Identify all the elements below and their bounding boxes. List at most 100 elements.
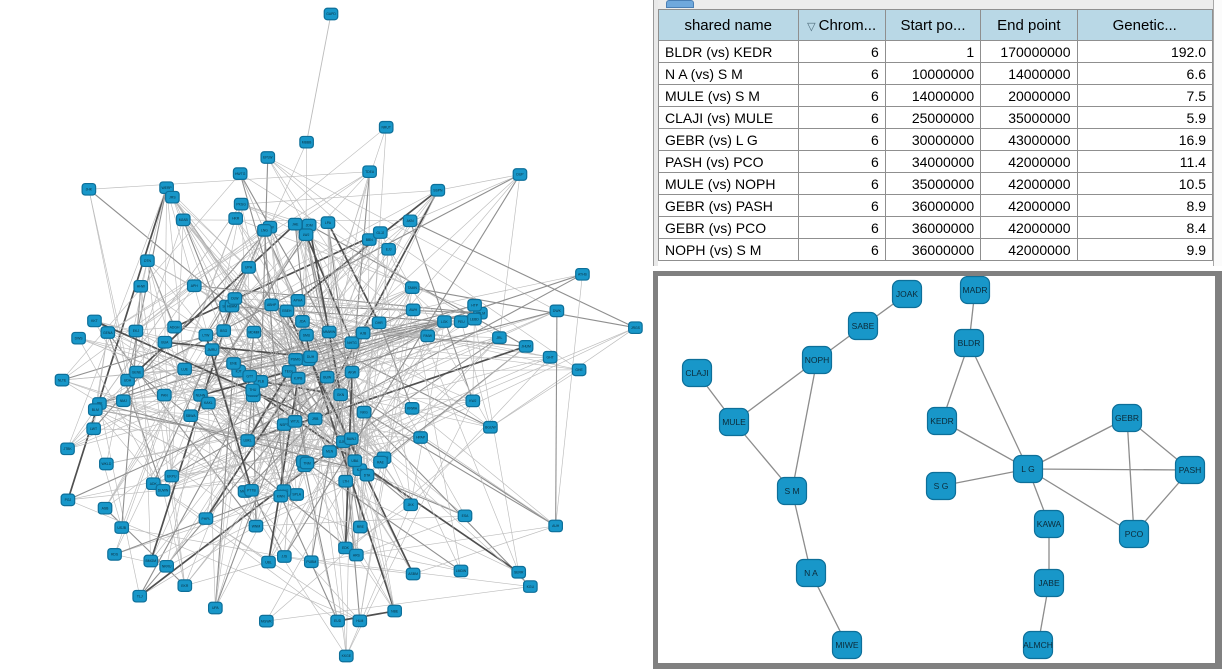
network-node[interactable]: PTTB <box>244 483 259 497</box>
network-node-s-g[interactable]: S G <box>925 471 957 501</box>
column-header-start-po-[interactable]: Start po... <box>884 9 982 41</box>
network-edge[interactable] <box>308 239 370 360</box>
network-edge[interactable] <box>410 357 551 506</box>
node-shape[interactable] <box>87 314 102 328</box>
node-shape[interactable] <box>164 469 180 483</box>
node-shape[interactable] <box>403 498 419 512</box>
network-node[interactable]: JRGS <box>628 321 643 335</box>
network-edge[interactable] <box>351 371 412 505</box>
network-node[interactable]: AKN <box>402 214 418 228</box>
table-row[interactable]: GEBR (vs) PCO 6 36000000 42000000 8.4 <box>658 216 1213 239</box>
network-edge[interactable] <box>233 321 445 364</box>
cell-value[interactable]: 35000000 <box>884 172 982 195</box>
node-shape[interactable] <box>483 420 498 434</box>
network-edge[interactable] <box>354 321 445 461</box>
node-shape[interactable] <box>159 559 174 573</box>
network-node-joak[interactable]: JOAK <box>891 279 923 309</box>
node-shape[interactable] <box>248 519 264 533</box>
node-shape[interactable] <box>287 414 303 428</box>
node-shape[interactable] <box>361 233 377 246</box>
network-edge[interactable] <box>67 499 360 622</box>
network-node[interactable]: TDEA <box>362 165 377 179</box>
network-node[interactable]: UPA <box>207 601 223 615</box>
network-node[interactable]: HWTG <box>232 167 248 181</box>
cell-value[interactable]: 42000000 <box>980 194 1078 217</box>
network-edge[interactable] <box>311 561 414 575</box>
network-edge[interactable] <box>200 370 290 397</box>
network-node[interactable]: DTA <box>359 468 375 482</box>
node-shape[interactable] <box>128 324 144 338</box>
network-edge[interactable] <box>490 369 580 428</box>
network-node[interactable]: LTH <box>338 474 354 488</box>
network-edge[interactable] <box>234 298 297 360</box>
network-edge[interactable] <box>162 310 558 491</box>
node-shape[interactable] <box>338 649 354 663</box>
node-shape[interactable] <box>290 371 306 385</box>
network-edge[interactable] <box>104 330 224 509</box>
node-shape[interactable] <box>387 604 403 618</box>
network-edge[interactable] <box>166 469 360 567</box>
network-edge[interactable] <box>182 219 328 378</box>
network-node[interactable]: PHPL <box>198 512 214 525</box>
network-edge[interactable] <box>310 377 328 562</box>
network-edge[interactable] <box>460 321 491 428</box>
cell-value[interactable]: 6 <box>797 216 886 239</box>
network-edge[interactable] <box>88 171 370 190</box>
network-node[interactable]: AWH <box>405 303 421 317</box>
network-node-sabe[interactable]: SABE <box>847 311 879 341</box>
network-edge[interactable] <box>363 411 556 527</box>
network-edge[interactable] <box>409 220 636 329</box>
network-edge[interactable] <box>308 224 342 395</box>
node-shape[interactable] <box>207 601 223 615</box>
node-shape[interactable] <box>299 328 314 342</box>
network-edge[interactable] <box>354 327 636 462</box>
node-shape[interactable] <box>298 228 314 242</box>
network-node[interactable]: LNG <box>257 223 272 237</box>
network-node[interactable]: NMJ <box>115 394 131 408</box>
network-node-claji[interactable]: CLAJI <box>681 358 713 388</box>
network-edge[interactable] <box>1027 417 1128 470</box>
network-node[interactable]: AUH <box>548 519 564 533</box>
network-edge[interactable] <box>302 418 316 462</box>
node-shape[interactable] <box>413 431 428 444</box>
network-edge[interactable] <box>166 187 353 373</box>
network-node[interactable]: GENE <box>129 365 144 379</box>
table-vertical-scrollbar[interactable] <box>1213 0 1222 266</box>
node-shape[interactable] <box>518 339 534 353</box>
network-edge[interactable] <box>252 395 285 491</box>
node-shape[interactable] <box>155 483 171 497</box>
network-node[interactable]: JKK <box>403 498 419 512</box>
cell-value[interactable]: 36000000 <box>884 238 982 261</box>
network-edge[interactable] <box>240 204 251 377</box>
cell-shared-name[interactable]: MULE (vs) NOPH <box>658 172 799 195</box>
table-row[interactable]: GEBR (vs) PASH 6 36000000 42000000 8.9 <box>658 194 1213 217</box>
network-node[interactable]: HKR <box>228 212 244 225</box>
network-edge[interactable] <box>326 377 395 612</box>
network-node[interactable]: WTJL <box>287 414 303 428</box>
network-node-l-g[interactable]: L G <box>1012 454 1044 484</box>
network-node[interactable]: KGU <box>523 580 538 593</box>
network-node[interactable]: EKR <box>177 579 193 592</box>
network-node[interactable]: KWN <box>273 489 289 503</box>
network-node[interactable]: PSMG <box>288 353 303 366</box>
node-shape[interactable] <box>1033 568 1065 598</box>
network-edge[interactable] <box>127 285 195 381</box>
network-edge[interactable] <box>1027 468 1191 471</box>
network-node[interactable]: DUH <box>303 350 318 364</box>
network-node[interactable]: KKT <box>87 314 102 328</box>
network-edge[interactable] <box>555 274 583 526</box>
network-edge[interactable] <box>328 371 353 452</box>
network-edge[interactable] <box>99 394 341 404</box>
node-shape[interactable] <box>100 326 116 339</box>
network-node[interactable]: MLN <box>322 445 337 458</box>
network-edge[interactable] <box>61 379 305 467</box>
network-node[interactable]: EDK <box>338 541 353 555</box>
node-shape[interactable] <box>1033 509 1065 539</box>
node-shape[interactable] <box>542 350 558 364</box>
node-shape[interactable] <box>60 493 76 507</box>
network-node[interactable]: APHA <box>290 294 306 307</box>
node-shape[interactable] <box>303 350 318 364</box>
cell-shared-name[interactable]: GEBR (vs) PASH <box>658 194 799 217</box>
node-shape[interactable] <box>347 454 363 468</box>
network-edge[interactable] <box>127 174 521 381</box>
